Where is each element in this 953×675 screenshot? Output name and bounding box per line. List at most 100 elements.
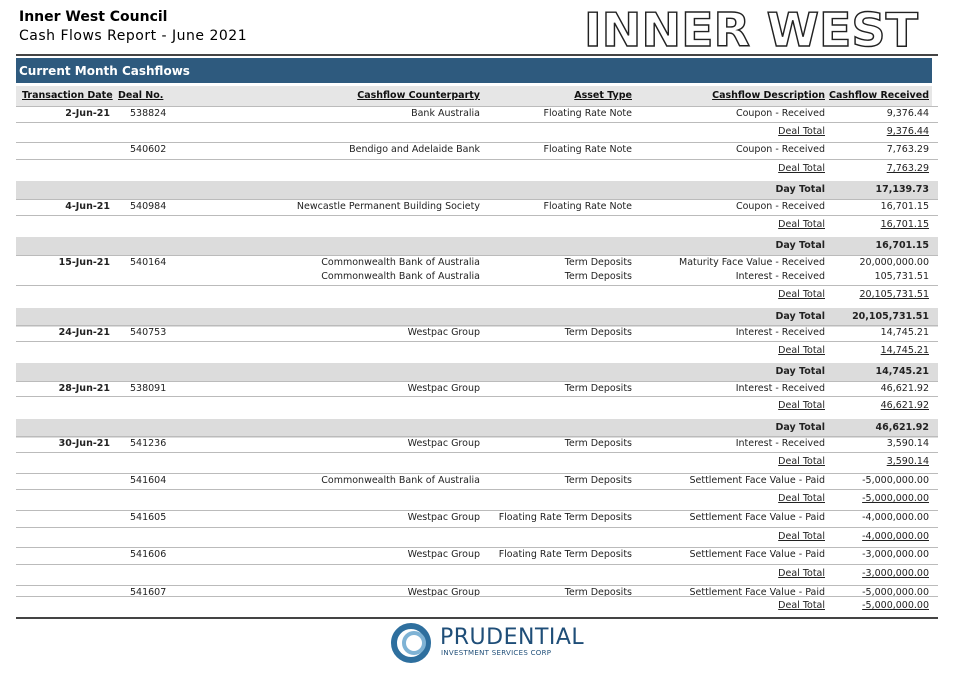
table-cell: Term Deposits bbox=[564, 383, 632, 394]
table-cell: Settlement Face Value - Paid bbox=[689, 549, 825, 560]
table-cell: Commonwealth Bank of Australia bbox=[321, 475, 480, 486]
row-rule bbox=[16, 215, 938, 216]
table-cell: 20,000,000.00 bbox=[859, 257, 929, 268]
column-header: Cashflow Received bbox=[829, 90, 929, 101]
table-cell: 46,621.92 bbox=[880, 383, 929, 394]
row-rule bbox=[16, 396, 938, 397]
table-cell: Commonwealth Bank of Australia bbox=[321, 271, 480, 282]
table-cell: Bank Australia bbox=[411, 108, 480, 119]
table-cell: Newcastle Permanent Building Society bbox=[296, 201, 480, 212]
row-rule bbox=[16, 527, 938, 528]
table-cell: Coupon - Received bbox=[735, 108, 825, 119]
column-header-band bbox=[16, 86, 932, 106]
row-rule bbox=[16, 564, 938, 565]
table-cell: 16,701.15 bbox=[880, 201, 929, 212]
day-total-cell: Day Total bbox=[775, 240, 825, 251]
table-cell: Interest - Received bbox=[735, 271, 825, 282]
deal-total-cell: Deal Total bbox=[778, 400, 825, 411]
table-cell: Maturity Face Value - Received bbox=[679, 257, 825, 268]
row-rule bbox=[16, 585, 938, 586]
table-cell: Westpac Group bbox=[407, 587, 480, 598]
table-cell: Bendigo and Adelaide Bank bbox=[349, 144, 480, 155]
table-cell: Floating Rate Term Deposits bbox=[498, 549, 632, 560]
table-cell: -4,000,000.00 bbox=[862, 512, 929, 523]
prudential-emblem bbox=[391, 623, 431, 663]
deal-total-cell: Deal Total bbox=[778, 163, 825, 174]
row-rule bbox=[16, 341, 938, 342]
deal-total-cell: Deal Total bbox=[778, 456, 825, 467]
deal-total-cell: 3,590.14 bbox=[886, 456, 929, 467]
row-rule bbox=[16, 452, 938, 453]
table-cell: 541607 bbox=[130, 587, 167, 598]
table-cell: Westpac Group bbox=[407, 512, 480, 523]
section-title: Current Month Cashflows bbox=[19, 64, 190, 78]
day-total-cell: Day Total bbox=[775, 311, 825, 322]
deal-total-cell: 7,763.29 bbox=[886, 163, 929, 174]
report-title: Inner West Council bbox=[19, 9, 168, 25]
table-cell: Floating Rate Note bbox=[543, 201, 632, 212]
table-cell: Term Deposits bbox=[564, 587, 632, 598]
table-cell: Term Deposits bbox=[564, 257, 632, 268]
deal-total-cell: Deal Total bbox=[778, 219, 825, 230]
day-total-cell: 20,105,731.51 bbox=[852, 311, 929, 322]
day-total-cell: 14,745.21 bbox=[875, 366, 930, 377]
table-cell: Westpac Group bbox=[407, 327, 480, 338]
deal-total-cell: 9,376.44 bbox=[886, 126, 929, 137]
row-rule bbox=[16, 285, 938, 286]
logo-text: INNER WEST bbox=[584, 4, 919, 52]
report-subtitle: Cash Flows Report - June 2021 bbox=[19, 28, 248, 44]
table-cell: 3,590.14 bbox=[886, 438, 929, 449]
table-cell: 540602 bbox=[130, 144, 167, 155]
deal-total-cell: -3,000,000.00 bbox=[862, 568, 929, 579]
header-rule bbox=[16, 54, 938, 56]
table-cell: 4-Jun-21 bbox=[65, 201, 110, 212]
emblem-inner bbox=[402, 631, 426, 655]
table-cell: 540164 bbox=[130, 257, 167, 268]
deal-total-cell: -5,000,000.00 bbox=[862, 493, 929, 504]
table-cell: -5,000,000.00 bbox=[862, 587, 929, 598]
row-rule bbox=[16, 199, 938, 200]
row-rule bbox=[16, 122, 938, 123]
row-rule bbox=[16, 255, 938, 256]
section-bar bbox=[16, 58, 932, 83]
deal-total-cell: 46,621.92 bbox=[880, 400, 929, 411]
table-cell: 541605 bbox=[130, 512, 167, 523]
table-cell: 540753 bbox=[130, 327, 167, 338]
table-cell: Westpac Group bbox=[407, 383, 480, 394]
table-cell: Floating Rate Term Deposits bbox=[498, 512, 632, 523]
table-cell: Settlement Face Value - Paid bbox=[689, 512, 825, 523]
row-rule bbox=[16, 510, 938, 511]
day-total-cell: 46,621.92 bbox=[875, 422, 930, 433]
table-cell: 9,376.44 bbox=[886, 108, 929, 119]
column-header: Transaction Date bbox=[22, 90, 113, 101]
row-rule bbox=[16, 106, 938, 107]
row-rule bbox=[16, 547, 938, 548]
table-cell: 14,745.21 bbox=[880, 327, 929, 338]
table-cell: 2-Jun-21 bbox=[65, 108, 110, 119]
day-total-band bbox=[16, 308, 938, 327]
table-cell: 7,763.29 bbox=[886, 144, 929, 155]
deal-total-cell: Deal Total bbox=[778, 568, 825, 579]
deal-total-cell: Deal Total bbox=[778, 531, 825, 542]
table-cell: Coupon - Received bbox=[735, 201, 825, 212]
footer-tagline: INVESTMENT SERVICES CORP bbox=[441, 649, 552, 657]
day-total-cell: Day Total bbox=[775, 184, 825, 195]
row-rule bbox=[16, 596, 938, 597]
table-cell: Interest - Received bbox=[735, 383, 825, 394]
table-cell: 540984 bbox=[130, 201, 167, 212]
row-rule bbox=[16, 473, 938, 474]
deal-total-cell: -4,000,000.00 bbox=[862, 531, 929, 542]
day-total-cell: 17,139.73 bbox=[875, 184, 930, 195]
row-rule bbox=[16, 436, 938, 437]
deal-total-cell: Deal Total bbox=[778, 345, 825, 356]
table-cell: 105,731.51 bbox=[874, 271, 929, 282]
day-total-band bbox=[16, 181, 938, 200]
table-cell: Settlement Face Value - Paid bbox=[689, 475, 825, 486]
table-cell: Floating Rate Note bbox=[543, 108, 632, 119]
table-cell: Interest - Received bbox=[735, 438, 825, 449]
deal-total-cell: Deal Total bbox=[778, 600, 825, 611]
column-header: Cashflow Description bbox=[712, 90, 825, 101]
day-total-band bbox=[16, 237, 938, 256]
table-cell: Interest - Received bbox=[735, 327, 825, 338]
